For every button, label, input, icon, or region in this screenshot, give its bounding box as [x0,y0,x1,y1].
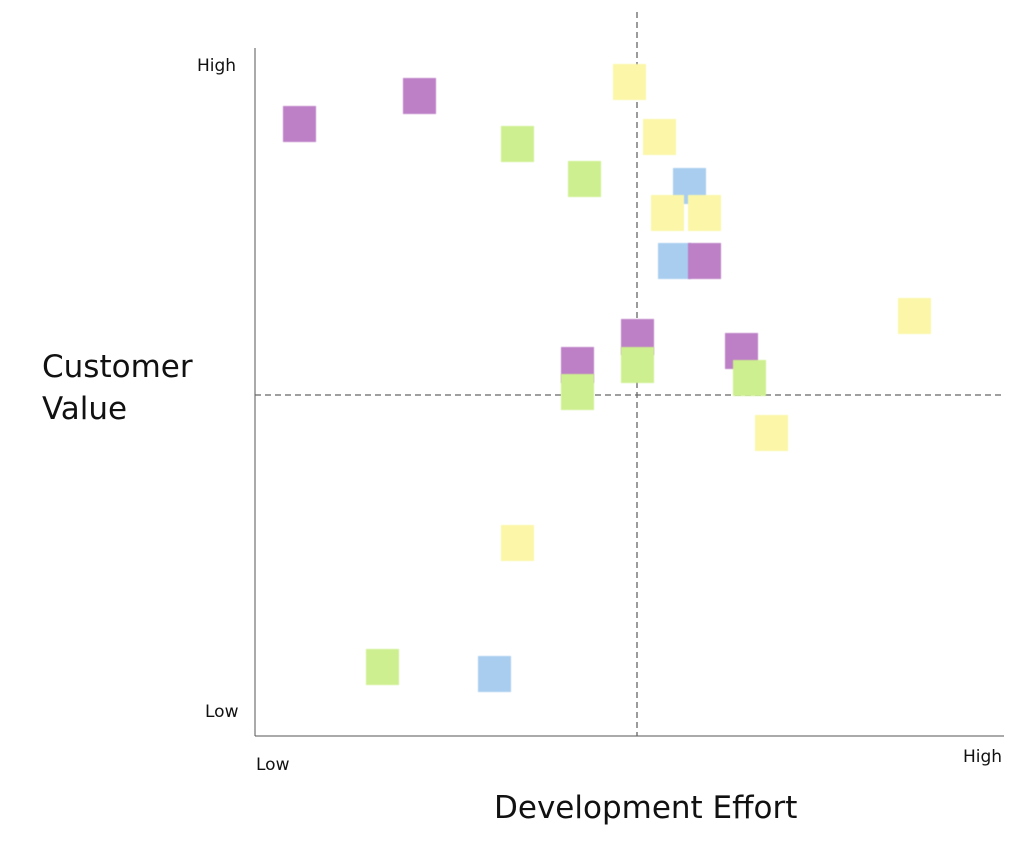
sticky-note-yellow [687,195,721,232]
y-low-label: Low [205,702,239,722]
sticky-note-green [500,126,534,163]
x-high-label: High [963,747,1003,767]
y-high-label: High [197,56,237,76]
sticky-note-purple [283,105,317,142]
y-axis-title: Customer Value [42,346,193,430]
sticky-note-yellow [613,64,646,101]
sticky-note-yellow [650,195,684,232]
sticky-note-green [560,374,594,410]
sticky-note-yellow [755,415,789,452]
sticky-note-green [568,160,602,197]
sticky-note-purple [403,78,437,115]
x-axis-title: Development Effort [494,790,798,826]
sticky-note-purple [687,243,721,280]
sticky-note-yellow [897,298,931,335]
y-axis-title-text: Customer Value [42,349,193,427]
sticky-note-blue [657,243,691,280]
sticky-note-blue [478,656,512,693]
sticky-note-green [732,360,766,397]
x-low-label: Low [256,755,290,775]
sticky-note-yellow [500,525,534,562]
sticky-note-green [620,346,654,383]
sticky-note-green [365,649,399,686]
sticky-note-yellow [643,119,676,156]
